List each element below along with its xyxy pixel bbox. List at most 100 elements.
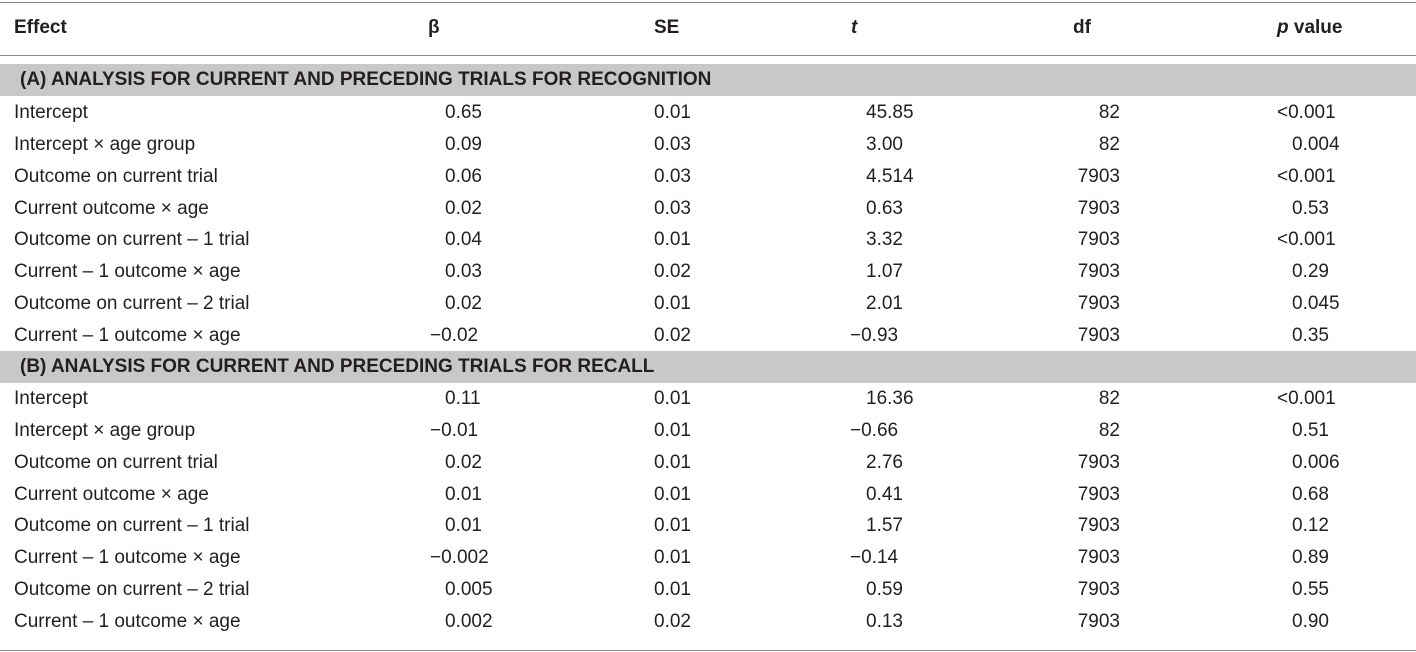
cell-effect: Outcome on current trial [14,451,218,473]
top-rule [0,2,1416,3]
cell-p: 0.90 [1292,610,1329,632]
cell-p: 0.045 [1292,293,1340,315]
cell-t: 3.32 [866,229,903,251]
cell-p: 0.53 [1292,197,1329,219]
cell-df: 7903 [1077,610,1120,632]
section-b-band: (B) ANALYSIS FOR CURRENT AND PRECEDING T… [0,351,1416,383]
cell-se: 0.01 [654,293,691,315]
table-row: Outcome on current trial 0.06 0.03 4.514 790… [0,161,1416,193]
cell-se: 0.01 [654,515,691,537]
cell-df: 7903 [1077,197,1120,219]
cell-t: 0.41 [866,483,903,505]
cell-t: 45.85 [866,102,914,123]
cell-p: 0.51 [1292,419,1329,441]
cell-effect: Current – 1 outcome × age [14,324,241,346]
table-row: Current outcome × age 0.02 0.03 0.63 7903 0.5… [0,193,1416,225]
cell-beta: 0.01 [445,515,482,537]
cell-effect: Outcome on current – 1 trial [14,229,250,251]
table-row: Outcome on current trial 0.02 0.01 2.76 7903… [0,447,1416,479]
cell-se: 0.03 [654,133,691,155]
cell-df: 7903 [1077,547,1120,569]
table-row: Current – 1 outcome × age 0.03 0.02 1.07 790… [0,256,1416,288]
cell-effect: Intercept [14,388,88,409]
cell-effect: Outcome on current trial [14,165,218,187]
header-p-letter: p [1277,17,1289,38]
header-df: df [1073,17,1091,38]
cell-se: 0.03 [654,197,691,219]
cell-effect: Intercept × age group [14,419,196,441]
cell-p: <0.001 [1277,102,1336,123]
cell-effect: Current – 1 outcome × age [14,261,241,283]
cell-df: 7903 [1077,579,1120,601]
cell-effect: Current – 1 outcome × age [14,547,241,569]
cell-beta: 0.005 [445,579,493,601]
cell-effect: Intercept [14,102,88,123]
cell-df: 7903 [1077,515,1120,537]
cell-t: 16.36 [866,388,914,409]
header-se: SE [654,17,680,38]
cell-t: −0.66 [850,419,899,441]
cell-beta: 0.03 [445,261,482,283]
cell-t: 1.07 [866,261,903,283]
cell-se: 0.01 [654,547,691,569]
header-effect: Effect [14,17,67,38]
cell-df: 82 [1098,102,1120,123]
bottom-rule [0,650,1416,651]
cell-se: 0.01 [654,229,691,251]
cell-p: <0.001 [1277,165,1336,187]
cell-se: 0.02 [654,610,691,632]
table-row: Current – 1 outcome × age −0.002 0.01 −0.14… [0,542,1416,574]
header-p-rest: value [1288,17,1343,38]
section-b-title: (B) ANALYSIS FOR CURRENT AND PRECEDING T… [20,356,655,377]
cell-se: 0.01 [654,419,691,441]
header-p-value: p value [1277,2,1342,54]
cell-t: 4.514 [866,165,914,187]
table-row: Intercept × age group 0.09 0.03 3.00 82 0.004 [0,129,1416,161]
cell-se: 0.01 [654,579,691,601]
cell-p: 0.12 [1292,515,1329,537]
table-row: Intercept 0.11 0.01 16.36 82 <0.001 [0,383,1416,415]
cell-t: 2.76 [866,451,903,473]
cell-t: 1.57 [866,515,903,537]
cell-t: 0.59 [866,579,903,601]
header-rule [0,55,1416,56]
cell-df: 7903 [1077,451,1120,473]
cell-p: <0.001 [1277,229,1336,251]
cell-t: −0.93 [850,324,899,346]
cell-df: 7903 [1077,165,1120,187]
cell-p: 0.55 [1292,579,1329,601]
cell-se: 0.02 [654,261,691,283]
cell-beta: 0.02 [445,197,482,219]
cell-t: 3.00 [866,133,903,155]
cell-df: 7903 [1077,324,1120,346]
table-row: Outcome on current – 1 trial 0.04 0.01 3.32… [0,224,1416,256]
cell-df: 7903 [1077,483,1120,505]
table-row: Outcome on current – 2 trial 0.005 0.01 0.5… [0,574,1416,606]
table-row: Current outcome × age 0.01 0.01 0.41 7903 0.6… [0,479,1416,511]
cell-p: 0.89 [1292,547,1329,569]
table-row: Current – 1 outcome × age −0.02 0.02 −0.93 7… [0,320,1416,352]
table-row: Current – 1 outcome × age 0.002 0.02 0.13 79… [0,606,1416,638]
cell-beta: −0.02 [430,324,479,346]
cell-beta: 0.06 [445,165,482,187]
cell-beta: 0.65 [445,102,482,123]
section-a-title: (A) ANALYSIS FOR CURRENT AND PRECEDING T… [20,69,712,90]
cell-effect: Outcome on current – 2 trial [14,293,250,315]
cell-se: 0.01 [654,483,691,505]
cell-beta: 0.11 [445,388,481,409]
cell-beta: 0.04 [445,229,482,251]
cell-df: 7903 [1077,261,1120,283]
cell-effect: Current outcome × age [14,483,209,505]
cell-df: 7903 [1077,229,1120,251]
header-row: Effect β SE t df p value [0,2,1416,54]
cell-df: 7903 [1077,293,1120,315]
cell-beta: −0.002 [430,547,489,569]
cell-beta: 0.02 [445,451,482,473]
cell-beta: −0.01 [430,419,479,441]
header-beta: β [428,17,440,38]
cell-effect: Outcome on current – 1 trial [14,515,250,537]
cell-df: 82 [1098,419,1120,441]
section-a-band: (A) ANALYSIS FOR CURRENT AND PRECEDING T… [0,64,1416,96]
cell-effect: Current – 1 outcome × age [14,610,241,632]
